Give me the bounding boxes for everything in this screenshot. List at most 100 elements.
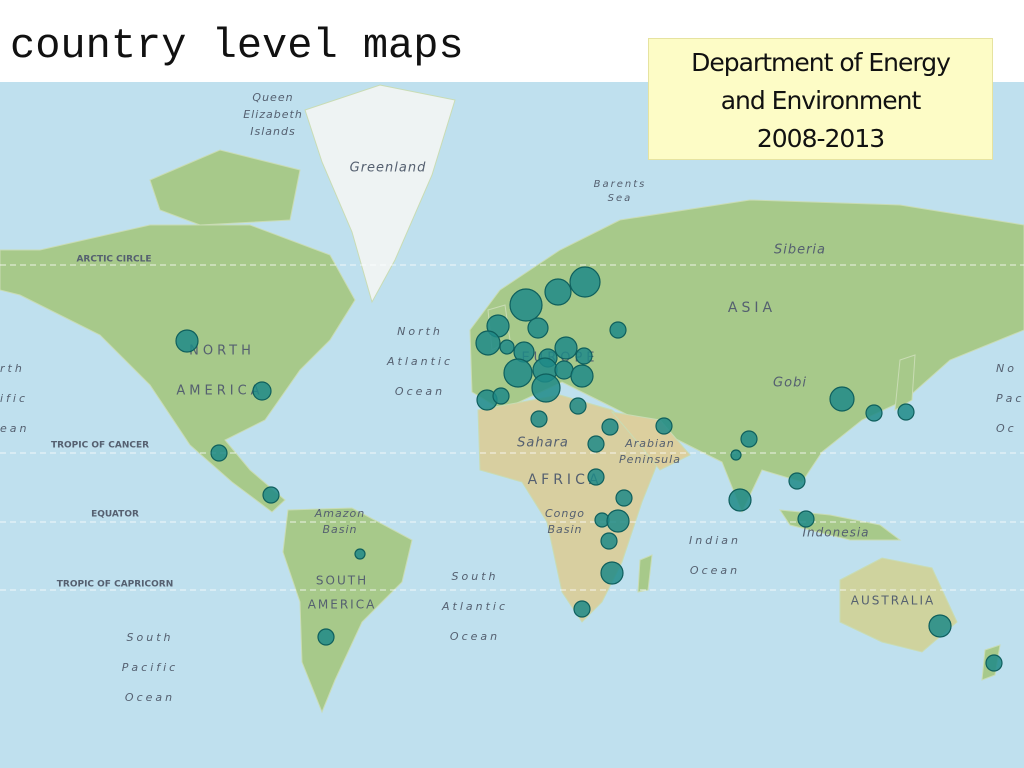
bubble [575,347,593,365]
japan [894,354,916,411]
bubble [492,387,510,405]
map-label: Oc [996,422,1017,435]
bubble [788,472,806,490]
bubble [587,468,605,486]
bubble [928,614,952,638]
madagascar [637,554,653,593]
bubble [527,317,549,339]
land [0,84,1024,714]
bubble [606,509,630,533]
map-label: Basin [547,523,582,536]
bubble [655,417,673,435]
map-label: Ocean [395,385,445,398]
map-label: ean [0,422,29,435]
info-box: Department of Energy and Environment 200… [648,38,993,160]
map-label: AFRICA [528,472,603,488]
arabia [610,411,691,471]
map-label: TROPIC OF CANCER [51,441,149,451]
bubble [475,330,501,356]
map-label: rth [0,362,25,375]
info-line: and Environment [720,86,922,115]
bubble [544,278,572,306]
map-label: ific [0,392,28,405]
bubble [609,321,627,339]
map-label: Arabian [624,437,675,450]
map-label: Indian [689,534,741,547]
bubble [730,449,742,461]
map-label: Basin [322,523,357,536]
bubble [569,266,601,298]
map-label: North [397,325,443,338]
bubbles [175,266,1003,672]
bubble [531,373,561,403]
map-label: ARCTIC CIRCLE [76,255,151,265]
map-label: SOUTH [316,574,368,588]
map-label: TROPIC OF CAPRICORN [57,580,174,590]
bubble [829,386,855,412]
bubble [554,360,574,380]
map-label: EQUATOR [91,510,139,520]
bubble [509,288,543,322]
map-label: Pacific [122,661,178,674]
bubble [354,548,366,560]
map-label: Ocean [450,630,500,643]
map-label: Barents [594,179,647,190]
map-label: South [452,570,499,583]
map-label: Greenland [350,161,427,176]
world-map: Queen Elizabeth Islands Greenland Barents Sea… [0,82,1024,768]
map-label: Peninsula [619,453,681,466]
info-line: 2008-2013 [756,124,885,153]
map-label: Sahara [517,436,569,451]
map-label: Siberia [774,243,826,258]
greenland [304,84,456,304]
map-label: Congo [545,507,585,520]
map-label: Sea [608,193,633,204]
north-america [0,224,356,513]
bubble [570,364,594,388]
bubble [897,403,915,421]
map-label: Indonesia [802,526,869,540]
bubble [797,510,815,528]
info-line: Department of Energy [691,48,951,77]
bubble [554,336,578,360]
map-labels: Queen Elizabeth Islands Greenland Barents Sea… [0,91,1024,704]
arctic-islands [149,149,301,226]
bubble [499,339,515,355]
map-label: Elizabeth [243,108,303,121]
bubble [175,329,199,353]
bubble [865,404,883,422]
map-label: Gobi [773,376,807,391]
bubble [317,628,335,646]
bubble [985,654,1003,672]
map-label: Queen [252,91,293,104]
bubble [600,561,624,585]
bubble [587,435,605,453]
bubble [252,381,272,401]
bubble [210,444,228,462]
map-label: AMERICA [308,598,377,612]
map-label: Pac [996,392,1024,405]
bubble [573,600,591,618]
bubble [601,418,619,436]
map-label: Ocean [690,564,740,577]
bubble [600,532,618,550]
map-label: No [996,362,1017,375]
slide-title: country level maps [10,22,464,70]
bubble [503,358,533,388]
map-label: Islands [250,125,295,138]
map-label: South [127,631,174,644]
map-label: NORTH [189,344,255,359]
map-label: Atlantic [386,355,453,368]
reference-lines [0,264,1024,591]
map-label: Atlantic [441,600,508,613]
bubble [740,430,758,448]
bubble [262,486,280,504]
map-label: AMERICA [176,384,263,399]
map-label: Amazon [314,507,365,520]
south-america [282,507,413,714]
bubble [569,397,587,415]
eurasia [469,199,1024,514]
bubble [728,488,752,512]
map-label: AUSTRALIA [851,594,935,608]
